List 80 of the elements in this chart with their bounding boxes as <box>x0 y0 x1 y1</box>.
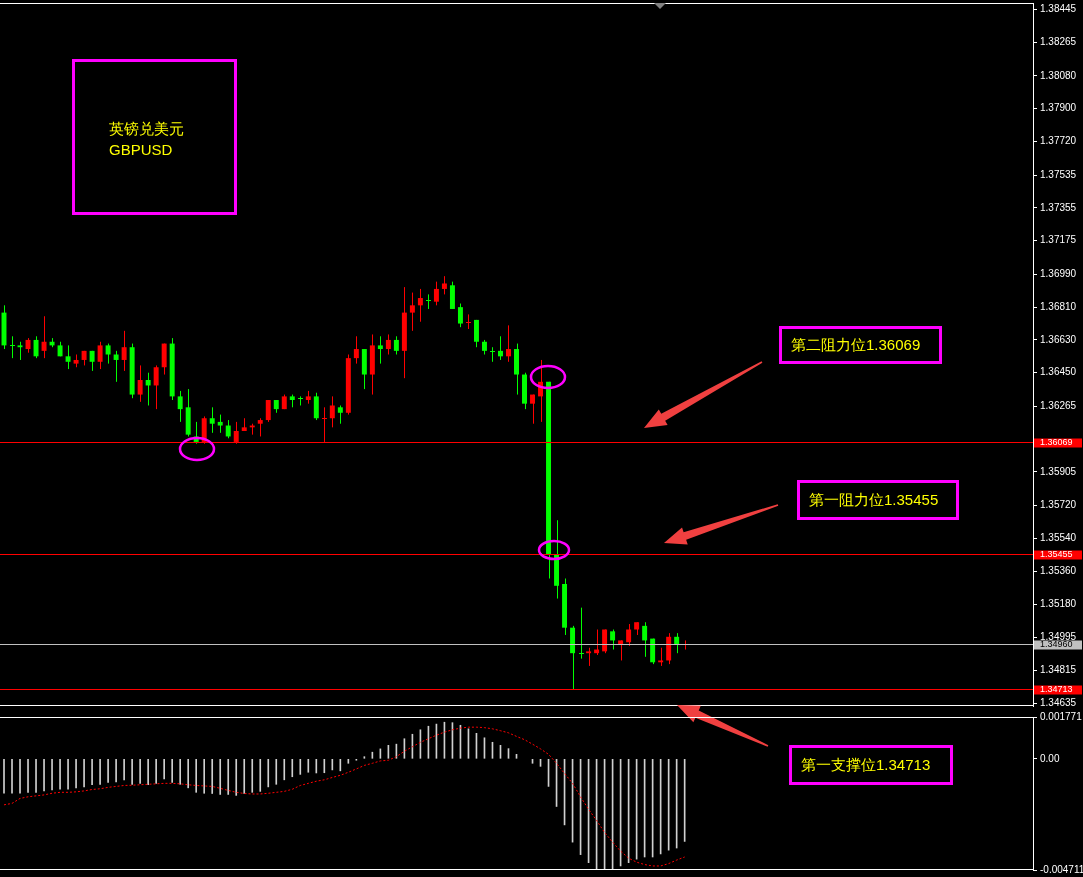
candlestick <box>145 372 151 406</box>
candlestick <box>177 390 183 423</box>
y-tick-label: 1.37900 <box>1040 102 1077 114</box>
candlestick <box>9 335 16 359</box>
y-tick-label: 1.37355 <box>1040 201 1077 213</box>
candlestick <box>41 315 47 359</box>
candlestick <box>642 621 648 658</box>
ref-line-label: 1.34713 <box>1040 683 1073 694</box>
candlestick <box>209 406 215 434</box>
y-tick-label: 1.35905 <box>1040 465 1077 477</box>
y-tick-label: -0.004711 <box>1040 863 1083 875</box>
candlestick <box>97 341 103 370</box>
y-tick-label: 1.37720 <box>1040 135 1077 147</box>
y-tick-label: 1.35360 <box>1040 564 1077 576</box>
candlestick <box>113 350 119 383</box>
candlestick <box>313 392 319 421</box>
ref-line-label: 1.35455 <box>1040 548 1073 559</box>
candlestick <box>433 281 439 306</box>
candlestick <box>17 341 23 361</box>
candlestick <box>153 364 159 410</box>
candlestick <box>506 324 511 363</box>
y-tick-label: 1.34815 <box>1040 664 1077 676</box>
candlestick <box>257 417 263 437</box>
candlestick <box>618 639 624 661</box>
candlestick <box>586 647 592 667</box>
candlestick <box>449 281 455 310</box>
candlestick <box>337 405 343 425</box>
y-tick-label: 1.36810 <box>1040 300 1077 312</box>
candlestick <box>473 319 479 348</box>
y-tick-label: 1.36990 <box>1040 268 1077 280</box>
candlestick <box>417 288 423 323</box>
y-tick-label: 1.35540 <box>1040 532 1077 544</box>
y-tick-label: 1.38080 <box>1040 69 1077 81</box>
text: 英镑兑美元 <box>109 119 185 139</box>
candlestick <box>658 647 664 667</box>
candlestick <box>265 399 271 423</box>
candlestick <box>425 293 432 310</box>
candlestick <box>385 333 391 355</box>
y-tick-label: 1.36450 <box>1040 366 1077 378</box>
annotation: 第一支撑位1.34713 <box>789 745 953 785</box>
candlestick <box>626 623 632 647</box>
y-tick-label: 1.38445 <box>1040 3 1077 15</box>
y-tick-label: 1.34635 <box>1040 697 1077 709</box>
candlestick <box>393 335 399 355</box>
text: GBPUSD <box>109 140 174 160</box>
y-tick-label: 1.37175 <box>1040 234 1077 246</box>
y-tick-label: 1.36265 <box>1040 400 1077 412</box>
candlestick <box>489 346 496 363</box>
candlestick <box>530 394 535 425</box>
candlestick <box>610 629 616 651</box>
candlestick <box>457 303 463 328</box>
y-tick-label: 1.36630 <box>1040 333 1077 345</box>
candlestick <box>217 414 223 434</box>
y-tick-label: 1.37535 <box>1040 168 1077 180</box>
candlestick <box>578 607 585 660</box>
candlestick <box>225 419 231 439</box>
candlestick <box>441 275 447 295</box>
candlestick <box>353 335 359 365</box>
ref-line-label: 1.36069 <box>1040 436 1073 447</box>
candlestick <box>409 292 415 332</box>
candlestick <box>377 335 383 365</box>
candlestick <box>674 632 680 654</box>
candlestick <box>33 335 39 359</box>
line-series <box>3 726 686 867</box>
y-tick-label: 0.00 <box>1040 752 1060 764</box>
candlestick <box>329 395 335 428</box>
annotation: 第一阻力位1.35455 <box>797 480 959 520</box>
y-tick-label: 1.38265 <box>1040 35 1077 47</box>
candlestick <box>65 344 71 370</box>
candlestick <box>105 343 111 365</box>
candlestick <box>498 335 503 361</box>
candlestick <box>121 330 127 372</box>
candlestick <box>161 343 167 376</box>
y-tick-label: 1.35720 <box>1040 499 1077 511</box>
candlestick <box>666 632 672 665</box>
y-tick-label: 1.35180 <box>1040 597 1077 609</box>
candlestick <box>137 364 143 403</box>
candlestick <box>465 313 472 330</box>
annotation: 第二阻力位1.36069 <box>779 326 942 364</box>
y-tick-label: 0.001771 <box>1040 710 1083 722</box>
